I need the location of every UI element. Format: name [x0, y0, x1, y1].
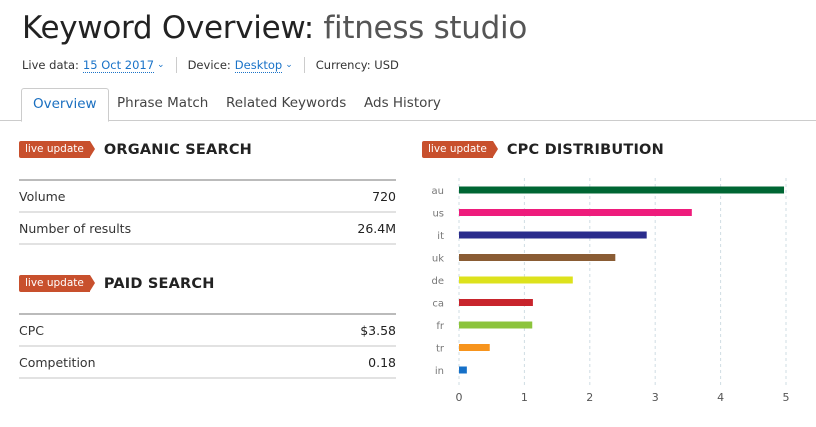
category-label-uk: uk [432, 254, 444, 265]
category-label-tr: tr [436, 344, 445, 355]
category-label-fr: fr [436, 321, 445, 332]
category-label-de: de [432, 276, 445, 287]
x-tick-label: 5 [783, 391, 790, 404]
category-label-us: us [432, 209, 444, 220]
bar-ca [459, 299, 533, 306]
live-update-badge: live update [19, 275, 95, 292]
meta-bar: Live data: 15 Oct 2017 ⌄ Device: Desktop… [22, 57, 399, 73]
section-title: PAID SEARCH [103, 275, 215, 292]
x-tick-label: 4 [717, 391, 724, 404]
table-row: Competition 0.18 [19, 347, 396, 379]
bar-it [459, 231, 647, 239]
row-label: Volume [19, 188, 66, 204]
page-title: Keyword Overview: fitness studio [22, 10, 527, 46]
row-label: CPC [19, 322, 44, 338]
chevron-down-icon[interactable]: ⌄ [157, 60, 165, 70]
live-update-badge: live update [422, 141, 498, 158]
table-row: CPC $3.58 [19, 315, 396, 347]
live-data-label: Live data: [22, 58, 79, 72]
row-value: 720 [372, 188, 396, 204]
organic-search-header: live update ORGANIC SEARCH [19, 141, 252, 158]
row-label: Number of results [19, 220, 132, 236]
x-tick-label: 2 [586, 391, 593, 404]
organic-table: Volume 720 Number of results 26.4M [19, 179, 396, 245]
category-label-in: in [435, 366, 444, 377]
category-label-au: au [432, 186, 444, 197]
x-tick-label: 3 [652, 391, 659, 404]
row-value: $3.58 [360, 322, 396, 338]
paid-table: CPC $3.58 Competition 0.18 [19, 313, 396, 379]
category-label-ca: ca [432, 299, 444, 310]
bar-us [459, 209, 692, 216]
bar-de [459, 276, 573, 284]
x-tick-label: 1 [521, 391, 528, 404]
divider [303, 57, 305, 73]
date-selector[interactable]: 15 Oct 2017 [82, 57, 155, 73]
row-value: 0.18 [368, 354, 396, 370]
tab-related-keywords[interactable]: Related Keywords [226, 95, 347, 111]
tab-overview[interactable]: Overview [21, 88, 109, 122]
table-row: Number of results 26.4M [19, 213, 396, 245]
section-title: CPC DISTRIBUTION [506, 141, 664, 158]
section-title: ORGANIC SEARCH [103, 141, 252, 158]
tab-ads-history[interactable]: Ads History [364, 95, 441, 111]
chevron-down-icon[interactable]: ⌄ [285, 60, 293, 70]
category-label-it: it [437, 231, 444, 242]
title-keyword: fitness studio [323, 10, 527, 46]
bar-au [459, 186, 785, 194]
cpc-distribution-header: live update CPC DISTRIBUTION [422, 141, 664, 158]
title-prefix: Keyword Overview: [22, 10, 314, 46]
bar-in [459, 366, 467, 374]
currency-label: Currency: USD [315, 58, 399, 72]
row-value: 26.4M [357, 220, 396, 236]
live-update-badge: live update [19, 141, 95, 158]
x-tick-label: 0 [456, 391, 463, 404]
device-label: Device: [187, 58, 231, 72]
device-selector[interactable]: Desktop [234, 57, 283, 73]
divider [175, 57, 177, 73]
paid-search-header: live update PAID SEARCH [19, 275, 215, 292]
tab-phrase-match[interactable]: Phrase Match [117, 95, 209, 111]
cpc-distribution-chart: 0 1 2 3 4 5 au us it uk de ca fr tr in [432, 178, 790, 404]
bar-tr [459, 344, 490, 351]
bar-uk [459, 254, 616, 261]
row-label: Competition [19, 354, 96, 370]
tab-bar: Overview Phrase Match Related Keywords A… [0, 88, 816, 122]
table-row: Volume 720 [19, 181, 396, 213]
bar-fr [459, 321, 533, 329]
